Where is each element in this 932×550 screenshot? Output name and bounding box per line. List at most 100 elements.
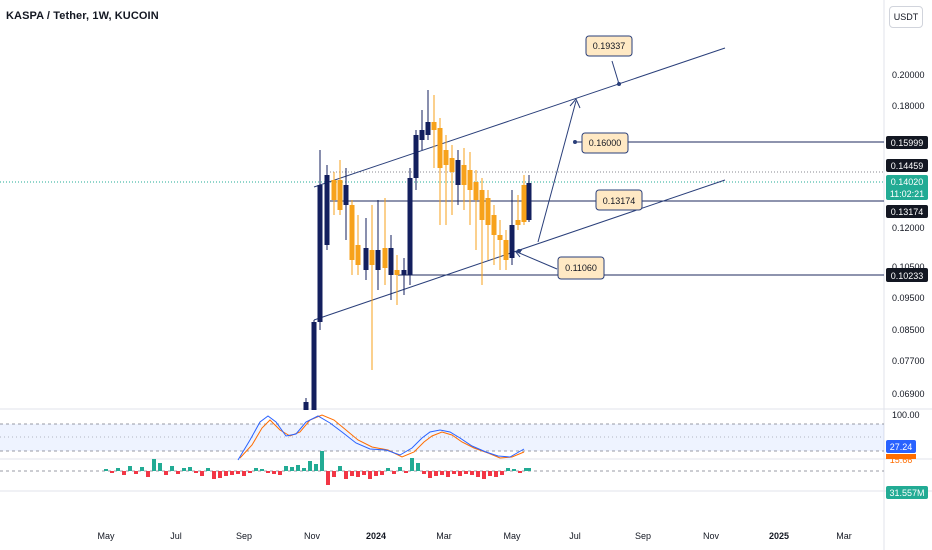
candle-body — [349, 205, 355, 260]
time-label: 2025 — [769, 531, 789, 541]
volume-bar — [362, 471, 366, 475]
candle-body — [449, 158, 455, 172]
volume-bar — [104, 469, 108, 471]
candlestick-series[interactable] — [303, 90, 532, 410]
volume-bar — [296, 465, 300, 471]
volume-bar — [176, 471, 180, 474]
volume-bar — [122, 471, 126, 475]
volume-bar — [446, 471, 450, 477]
stoch-top-label: 100.00 — [892, 410, 920, 420]
svg-text:31.557M: 31.557M — [889, 488, 924, 498]
svg-text:0.15999: 0.15999 — [891, 138, 924, 148]
volume-bar — [422, 471, 426, 474]
candle-body — [479, 190, 485, 220]
svg-text:0.14459: 0.14459 — [891, 161, 924, 171]
callout-label: 0.19337 — [593, 41, 626, 51]
volume-bar — [452, 471, 456, 474]
volume-bar — [308, 461, 312, 471]
price-tick: 0.18000 — [892, 101, 925, 111]
channel-upper-line[interactable] — [313, 47, 726, 188]
candle-body — [515, 220, 521, 225]
stoch-d-tag: 15.66 — [886, 454, 916, 465]
volume-bar — [320, 451, 324, 471]
stoch-k-line[interactable] — [237, 415, 525, 461]
candle-body — [467, 170, 473, 190]
candle-body — [413, 135, 419, 178]
projection-arrow[interactable] — [537, 100, 577, 243]
volume-bar — [110, 471, 114, 473]
candle-body — [382, 248, 388, 268]
volume-bar — [512, 469, 516, 471]
volume-bar — [248, 471, 252, 473]
volume-bar — [344, 471, 348, 479]
volume-bar — [416, 463, 420, 471]
volume-bar — [332, 471, 336, 477]
volume-bar — [368, 471, 372, 479]
price-tag-current: 0.14020 11:02:21 — [886, 175, 928, 200]
candle-body — [317, 185, 323, 322]
currency-button[interactable]: USDT — [889, 6, 923, 28]
volume-bar — [290, 467, 294, 471]
callout-anchor-point — [517, 249, 521, 253]
volume-bar — [494, 471, 498, 477]
volume-bar — [350, 471, 354, 476]
volume-bar — [470, 471, 474, 475]
candle-body — [443, 150, 449, 165]
volume-bar — [260, 469, 264, 471]
candle-body — [419, 130, 425, 140]
volume-bar — [482, 471, 486, 479]
candle-body — [473, 182, 479, 200]
stoch-d-line[interactable] — [239, 414, 525, 459]
volume-bar — [476, 471, 480, 477]
candle-body — [425, 122, 431, 135]
volume-bar — [218, 471, 222, 478]
candle-body — [324, 175, 330, 245]
volume-bar — [224, 471, 228, 476]
time-label: Jul — [170, 531, 182, 541]
volume-bar — [200, 471, 204, 476]
price-tick: 0.20000 — [892, 70, 925, 80]
volume-bar — [272, 471, 276, 474]
volume-histogram[interactable] — [104, 451, 531, 485]
volume-bar — [392, 471, 396, 474]
callout-label: 0.16000 — [589, 138, 622, 148]
volume-bar — [326, 471, 330, 485]
price-tick: 0.08500 — [892, 325, 925, 335]
volume-bar — [164, 471, 168, 475]
candle-body — [401, 270, 407, 275]
price-tag-level: 0.13174 — [886, 205, 928, 218]
volume-bar — [428, 471, 432, 478]
price-tick: 0.09500 — [892, 293, 925, 303]
candle-body — [311, 322, 317, 410]
volume-bar — [458, 471, 462, 476]
candle-body — [369, 250, 375, 265]
volume-bar — [398, 467, 402, 471]
volume-bar — [194, 471, 198, 473]
time-label: Sep — [635, 531, 651, 541]
candle-body — [394, 270, 400, 275]
svg-text:0.10233: 0.10233 — [891, 271, 924, 281]
callout-013174[interactable]: 0.13174 — [595, 189, 643, 211]
volume-bar — [242, 471, 246, 476]
svg-text:0.13174: 0.13174 — [891, 207, 924, 217]
callout-label: 0.13174 — [603, 196, 636, 206]
volume-bar — [152, 459, 156, 471]
candle-body — [491, 215, 497, 235]
callout-011060[interactable]: 0.11060 — [557, 256, 605, 280]
price-tag-high: 0.14459 — [886, 159, 928, 172]
callout-016000[interactable]: 0.16000 — [581, 132, 629, 154]
volume-bar — [158, 463, 162, 471]
candle-body — [303, 402, 309, 410]
volume-bar — [314, 464, 318, 471]
price-tag-level: 0.15999 — [886, 136, 928, 149]
callout-019337[interactable]: 0.19337 — [585, 35, 633, 57]
candle-body — [431, 122, 437, 130]
volume-bar — [146, 471, 150, 477]
callout-label: 0.11060 — [565, 263, 597, 273]
svg-text:15.66: 15.66 — [890, 455, 913, 465]
candle-body — [407, 178, 413, 275]
volume-bar — [356, 471, 360, 477]
volume-bar — [134, 471, 138, 474]
volume-bar — [404, 471, 408, 473]
